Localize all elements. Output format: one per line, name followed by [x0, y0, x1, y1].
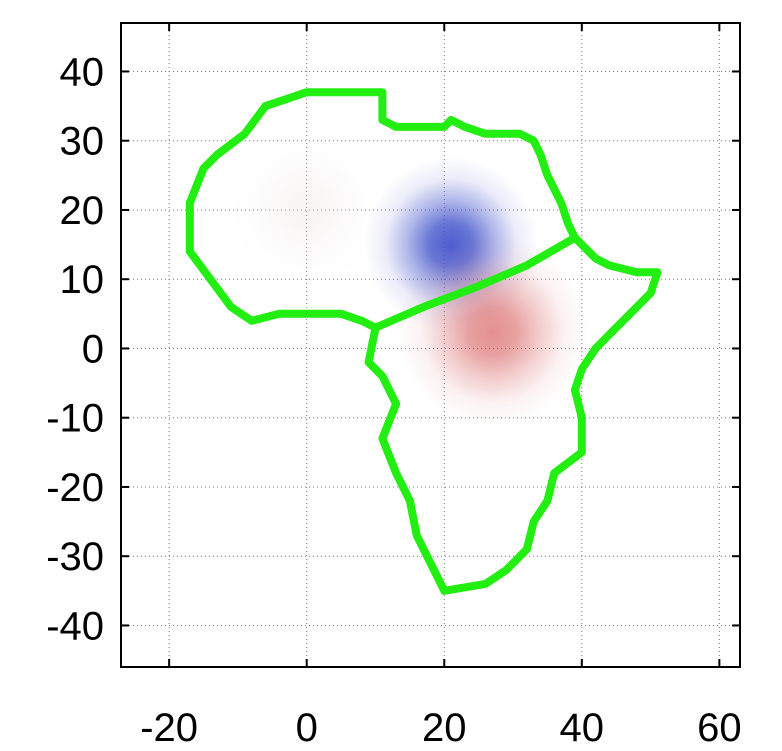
plot-frame [120, 22, 741, 668]
x-tick-label-2: 20 [422, 706, 467, 750]
axis-ticks [121, 23, 740, 667]
y-tick-label-7: -30 [46, 535, 104, 579]
x-tick-label-1: 0 [296, 706, 318, 750]
y-axis-tick-labels: 40 30 20 10 0 -10 -20 -30 -40 [46, 50, 104, 648]
x-tick-label-4: 60 [697, 706, 742, 750]
y-tick-label-0: 40 [60, 50, 105, 94]
heatmap-blobs [227, 130, 588, 427]
region-divider-line [371, 233, 579, 332]
y-tick-label-6: -20 [46, 466, 104, 510]
x-tick-label-0: -20 [140, 706, 198, 750]
y-tick-label-4: 0 [82, 327, 104, 371]
y-tick-label-3: 10 [60, 258, 105, 302]
continent-outline [185, 88, 662, 595]
x-tick-label-3: 40 [560, 706, 605, 750]
heatmap-blob-1 [397, 235, 588, 427]
y-tick-label-2: 20 [60, 189, 105, 233]
y-tick-label-5: -10 [46, 397, 104, 441]
x-axis-tick-labels: -20 0 20 40 60 [140, 706, 741, 750]
heatmap-blob-2 [227, 130, 386, 290]
y-tick-label-8: -40 [46, 604, 104, 648]
y-tick-label-1: 30 [60, 120, 105, 164]
grid-lines [121, 23, 740, 667]
